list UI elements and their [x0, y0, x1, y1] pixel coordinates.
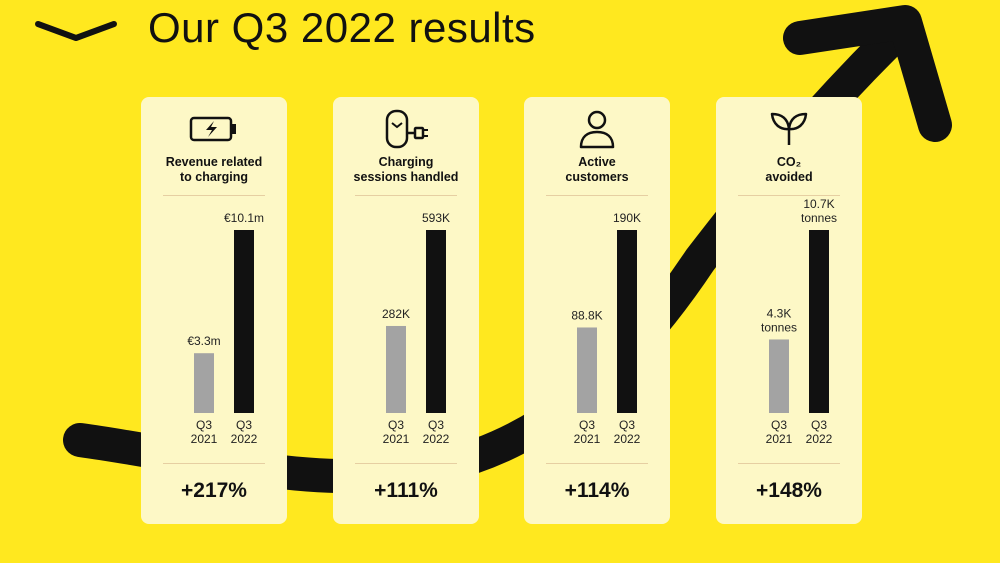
metric-card-customers: Active customers 88.8K Q3 2021 190K Q3 2022 +…: [524, 97, 670, 524]
divider: [355, 463, 457, 464]
data-label: €3.3m: [187, 334, 220, 348]
category-label: Q3 2021: [574, 418, 601, 446]
metric-card-co2: CO₂ avoided 4.3K tonnes Q3 2021 10.7K tonnes Q…: [716, 97, 862, 524]
category-label: Q3 2022: [614, 418, 641, 446]
bar-chart: 4.3K tonnes Q3 2021 10.7K tonnes Q3 2022: [761, 197, 837, 446]
divider: [355, 195, 457, 196]
change-percent: +148%: [756, 479, 822, 502]
change-percent: +111%: [374, 479, 438, 502]
charger-plug-icon: [385, 109, 428, 149]
bar-q3-2022: [809, 230, 829, 413]
divider: [738, 195, 840, 196]
category-label: Q3 2022: [231, 418, 258, 446]
bar-q3-2021: [769, 339, 789, 413]
metric-label: Charging sessions handled: [353, 155, 459, 184]
category-label: Q3 2021: [191, 418, 218, 446]
bar-q3-2021: [577, 327, 597, 413]
data-label: 10.7K tonnes: [801, 197, 837, 225]
divider: [163, 463, 265, 464]
divider: [546, 463, 648, 464]
category-label: Q3 2021: [383, 418, 410, 446]
category-label: Q3 2022: [806, 418, 833, 446]
bar-chart: €3.3m Q3 2021 €10.1m Q3 2022: [187, 211, 264, 446]
divider: [738, 463, 840, 464]
data-label: 88.8K: [571, 308, 602, 322]
divider: [546, 195, 648, 196]
metric-label: Active customers: [565, 155, 629, 184]
bar-q3-2021: [386, 325, 406, 413]
battery-charging-icon: [189, 116, 236, 142]
data-label: €10.1m: [224, 211, 264, 225]
metric-card-revenue: Revenue related to charging €3.3m Q3 2021 €…: [141, 97, 287, 524]
data-label: 4.3K tonnes: [761, 306, 797, 334]
bar-q3-2022: [426, 230, 446, 413]
bar-q3-2022: [617, 230, 637, 413]
metric-label: Revenue related to charging: [165, 155, 263, 184]
divider: [163, 195, 265, 196]
user-icon: [579, 110, 615, 149]
change-percent: +217%: [181, 479, 247, 502]
data-label: 593K: [422, 211, 450, 225]
page-title: Our Q3 2022 results: [148, 4, 536, 51]
category-label: Q3 2021: [766, 418, 793, 446]
data-label: 282K: [382, 307, 410, 321]
bar-chart: 282K Q3 2021 593K Q3 2022: [382, 211, 450, 446]
category-label: Q3 2022: [423, 418, 450, 446]
change-percent: +114%: [564, 479, 630, 502]
bar-q3-2022: [234, 230, 254, 413]
brand-logo-icon: [35, 21, 117, 41]
data-label: 190K: [613, 211, 641, 225]
metric-card-sessions: Charging sessions handled 282K Q3 2021 593K…: [333, 97, 479, 524]
bar-chart: 88.8K Q3 2021 190K Q3 2022: [571, 211, 641, 446]
metric-label: CO₂ avoided: [765, 155, 813, 184]
bar-q3-2021: [194, 353, 214, 413]
sprout-icon: [770, 112, 808, 145]
